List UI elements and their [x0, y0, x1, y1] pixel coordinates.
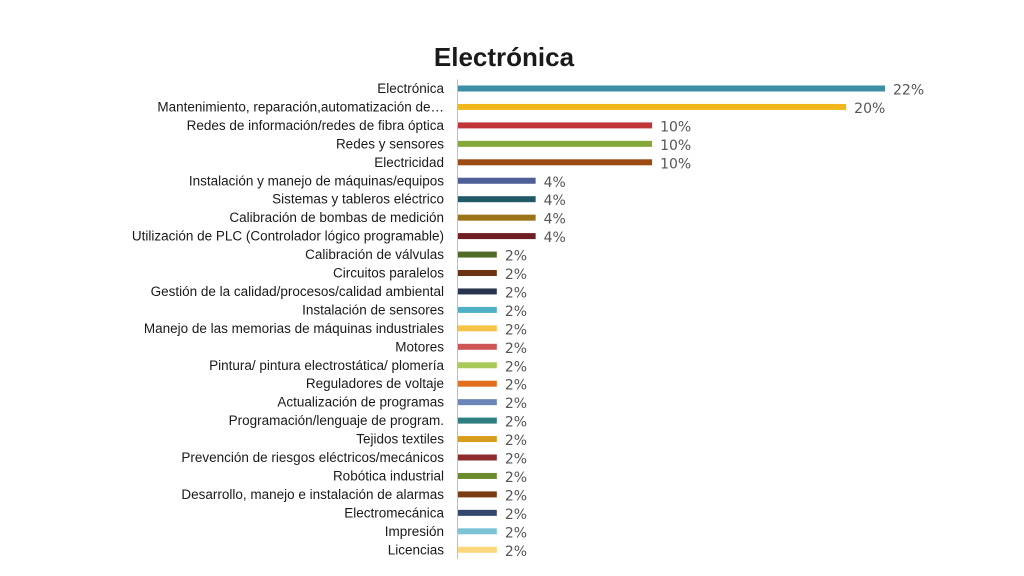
bar: [458, 103, 847, 110]
value-label: 2%: [505, 322, 527, 338]
category-label: Electrónica: [377, 81, 444, 96]
bar: [458, 417, 497, 424]
category-label: Electromecánica: [344, 505, 444, 520]
bar: [458, 362, 497, 369]
value-label: 2%: [505, 304, 527, 320]
category-label: Tejidos textiles: [356, 432, 444, 447]
bar: [458, 177, 536, 184]
category-label: Instalación de sensores: [302, 302, 444, 317]
bar: [458, 380, 497, 387]
value-label: 2%: [505, 507, 527, 523]
category-label: Programación/lenguaje de program.: [229, 413, 444, 428]
value-label: 2%: [505, 396, 527, 412]
bar: [458, 159, 653, 166]
bar: [458, 233, 536, 240]
value-label: 2%: [505, 341, 527, 357]
category-label: Sistemas y tableros eléctrico: [272, 192, 444, 207]
value-label: 22%: [893, 83, 924, 99]
category-label: Utilización de PLC (Controlador lógico p…: [132, 229, 444, 244]
value-label: 2%: [505, 359, 527, 375]
category-label: Gestión de la calidad/procesos/calidad a…: [151, 284, 444, 299]
bar: [458, 196, 536, 203]
category-label: Prevención de riesgos eléctricos/mecánic…: [181, 450, 444, 465]
category-label: Reguladores de voltaje: [306, 376, 444, 391]
value-label: 4%: [544, 212, 566, 228]
category-label: Motores: [395, 339, 444, 354]
category-label: Circuitos paralelos: [333, 266, 444, 281]
category-label: Impresión: [385, 524, 444, 539]
category-label: Actualización de programas: [277, 395, 444, 410]
bars-group: Electrónica 22% Mantenimiento, reparación,…: [132, 79, 924, 560]
value-label: 4%: [544, 175, 566, 191]
value-label: 10%: [660, 156, 691, 172]
category-label: Desarrollo, manejo e instalación de alar…: [181, 487, 444, 502]
bar: [458, 325, 497, 332]
category-label: Calibración de válvulas: [305, 247, 444, 262]
bar: [458, 306, 497, 313]
bar: [458, 528, 497, 535]
value-label: 2%: [505, 433, 527, 449]
value-label: 20%: [854, 101, 885, 117]
value-label: 2%: [505, 285, 527, 301]
bar: [458, 436, 497, 443]
bar: [458, 509, 497, 516]
category-label: Mantenimiento, reparación,automatización…: [157, 99, 444, 114]
value-label: 2%: [505, 470, 527, 486]
category-label: Redes de información/redes de fibra ópti…: [187, 118, 445, 133]
bar: [458, 214, 536, 221]
value-label: 2%: [505, 452, 527, 468]
bar: [458, 140, 653, 147]
bar: [458, 454, 497, 461]
value-label: 2%: [505, 249, 527, 265]
value-label: 2%: [505, 267, 527, 283]
category-label: Pintura/ pintura electrostática/ plomerí…: [209, 358, 444, 373]
category-label: Robótica industrial: [333, 468, 444, 483]
value-label: 2%: [505, 544, 527, 560]
chart-title: Electrónica: [434, 42, 575, 72]
category-label: Manejo de las memorias de máquinas indus…: [144, 321, 444, 336]
value-label: 4%: [544, 193, 566, 209]
bar: [458, 343, 497, 350]
category-label: Redes y sensores: [336, 136, 444, 151]
bar: [458, 546, 497, 553]
value-label: 10%: [660, 138, 691, 154]
bar: [458, 491, 497, 498]
bar: [458, 472, 497, 479]
bar: [458, 288, 497, 295]
bar: [458, 251, 497, 258]
value-label: 4%: [544, 230, 566, 246]
bar: [458, 85, 885, 92]
value-label: 2%: [505, 488, 527, 504]
value-label: 2%: [505, 525, 527, 541]
value-label: 2%: [505, 378, 527, 394]
value-label: 2%: [505, 415, 527, 431]
value-label: 10%: [660, 119, 691, 135]
bar: [458, 270, 497, 276]
bar: [458, 399, 497, 406]
category-label: Licencias: [388, 542, 445, 557]
bar: [458, 122, 653, 129]
category-label: Electricidad: [374, 155, 444, 170]
category-label: Instalación y manejo de máquinas/equipos: [189, 173, 444, 188]
category-label: Calibración de bombas de medición: [229, 210, 444, 225]
